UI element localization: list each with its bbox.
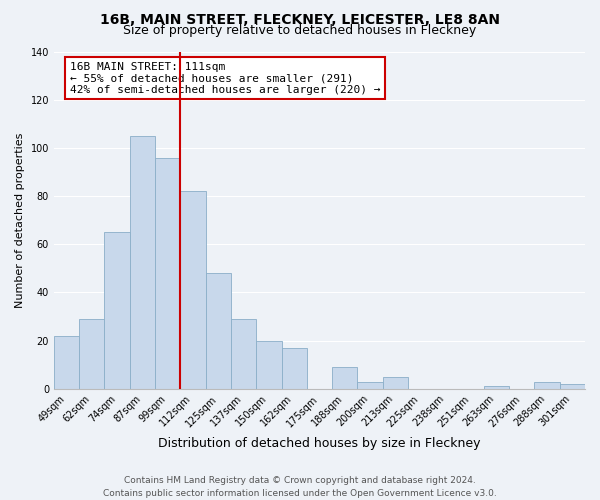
Text: 16B MAIN STREET: 111sqm
← 55% of detached houses are smaller (291)
42% of semi-d: 16B MAIN STREET: 111sqm ← 55% of detache…: [70, 62, 380, 95]
X-axis label: Distribution of detached houses by size in Fleckney: Distribution of detached houses by size …: [158, 437, 481, 450]
Bar: [560, 384, 585, 389]
Text: Contains HM Land Registry data © Crown copyright and database right 2024.
Contai: Contains HM Land Registry data © Crown c…: [103, 476, 497, 498]
Bar: [281, 348, 307, 389]
Bar: [181, 191, 206, 389]
Bar: [358, 382, 383, 389]
Bar: [231, 319, 256, 389]
Bar: [256, 340, 281, 389]
Bar: [383, 377, 408, 389]
Text: Size of property relative to detached houses in Fleckney: Size of property relative to detached ho…: [124, 24, 476, 37]
Bar: [54, 336, 79, 389]
Bar: [104, 232, 130, 389]
Bar: [130, 136, 155, 389]
Y-axis label: Number of detached properties: Number of detached properties: [15, 132, 25, 308]
Bar: [79, 319, 104, 389]
Bar: [332, 367, 358, 389]
Bar: [155, 158, 181, 389]
Bar: [484, 386, 509, 389]
Bar: [535, 382, 560, 389]
Bar: [206, 273, 231, 389]
Text: 16B, MAIN STREET, FLECKNEY, LEICESTER, LE8 8AN: 16B, MAIN STREET, FLECKNEY, LEICESTER, L…: [100, 12, 500, 26]
